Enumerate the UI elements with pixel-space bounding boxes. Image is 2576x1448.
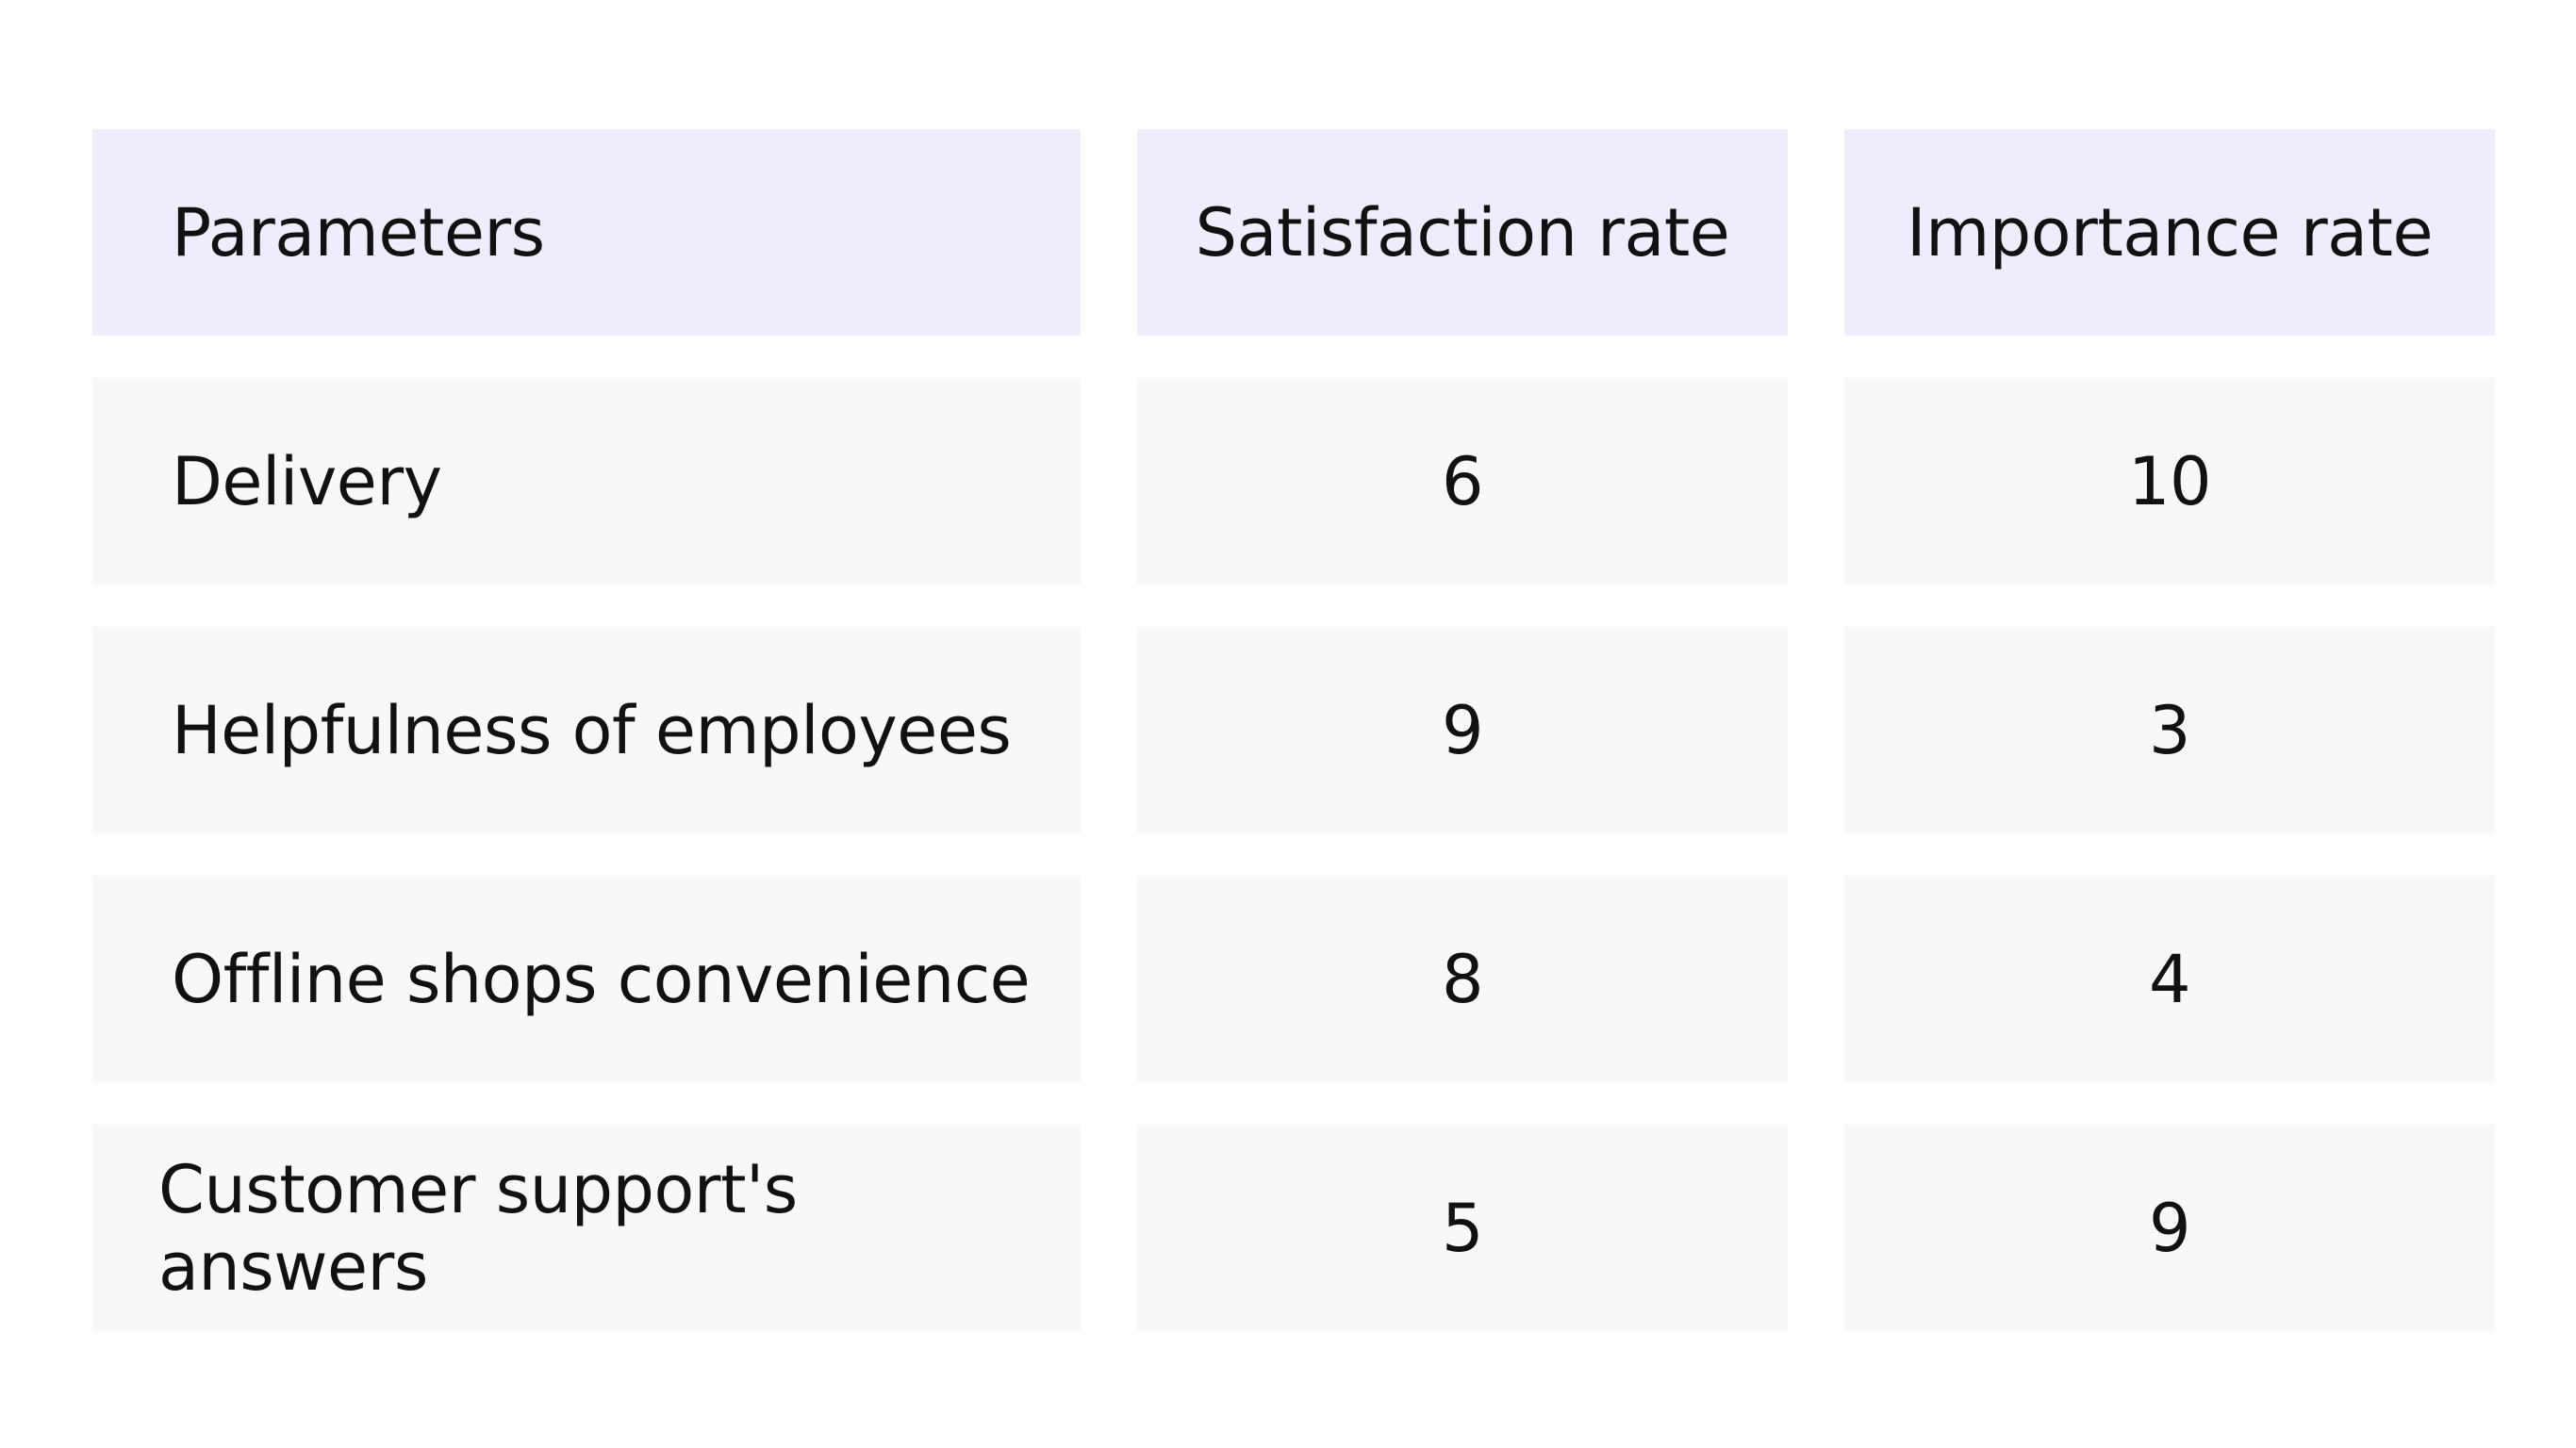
header-satisfaction-rate: Satisfaction rate xyxy=(1137,129,1788,336)
header-importance-rate: Importance rate xyxy=(1844,129,2495,336)
importance-rate-cell: 9 xyxy=(1844,1125,2495,1331)
table-row: Customer support's answers 5 9 xyxy=(92,1125,2495,1331)
satisfaction-rate-cell: 9 xyxy=(1137,627,1788,833)
table-row: Offline shops convenience 8 4 xyxy=(92,876,2495,1082)
table-row: Delivery 6 10 xyxy=(92,378,2495,584)
parameter-cell: Customer support's answers xyxy=(92,1125,1081,1331)
importance-rate-cell: 3 xyxy=(1844,627,2495,833)
importance-rate-cell: 10 xyxy=(1844,378,2495,584)
satisfaction-rate-cell: 8 xyxy=(1137,876,1788,1082)
parameter-cell: Helpfulness of employees xyxy=(92,627,1081,833)
data-table: Parameters Satisfaction rate Importance … xyxy=(92,129,2495,1374)
table-row: Helpfulness of employees 9 3 xyxy=(92,627,2495,833)
satisfaction-rate-cell: 5 xyxy=(1137,1125,1788,1331)
importance-rate-cell: 4 xyxy=(1844,876,2495,1082)
parameter-cell: Offline shops convenience xyxy=(92,876,1081,1082)
parameter-cell: Delivery xyxy=(92,378,1081,584)
table-header-row: Parameters Satisfaction rate Importance … xyxy=(92,129,2495,336)
header-parameters: Parameters xyxy=(92,129,1081,336)
satisfaction-rate-cell: 6 xyxy=(1137,378,1788,584)
